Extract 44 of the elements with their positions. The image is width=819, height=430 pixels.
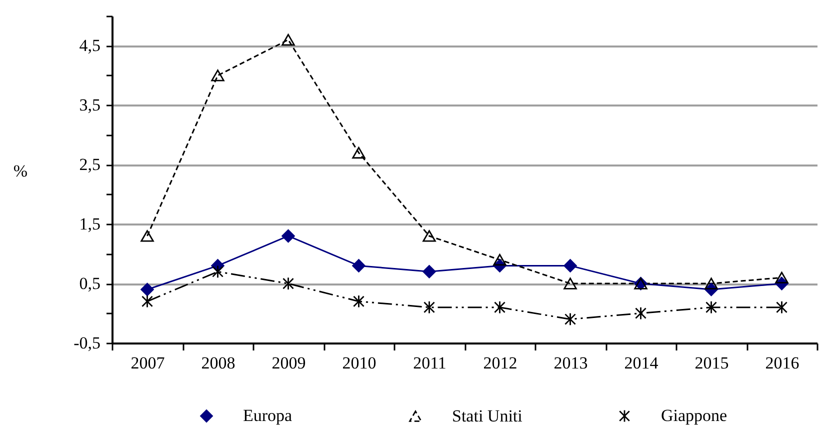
- legend-label: Giappone: [661, 406, 728, 425]
- point: [282, 229, 295, 243]
- point: [352, 146, 366, 159]
- point: [211, 70, 224, 82]
- x-tick-label: 2013: [554, 354, 588, 372]
- point: [564, 259, 577, 272]
- x-tick-label: 2015: [694, 354, 729, 372]
- y-tick-label: -0,5: [74, 334, 100, 352]
- point: [775, 272, 788, 284]
- point: [776, 300, 788, 314]
- point: [706, 300, 717, 314]
- y-axis-title: %: [13, 162, 28, 180]
- x-tick-label: 2010: [342, 354, 376, 372]
- point: [212, 265, 224, 278]
- point: [704, 278, 718, 290]
- y-tick-label: 3,5: [79, 96, 100, 115]
- point: [422, 265, 436, 278]
- legend-label: Europa: [243, 406, 293, 425]
- y-tick-label: 0,5: [79, 274, 100, 294]
- point: [282, 276, 294, 290]
- point: [564, 278, 577, 290]
- point: [282, 34, 295, 46]
- point: [353, 294, 364, 308]
- y-tick-label: 2,5: [79, 155, 100, 174]
- point: [494, 300, 506, 314]
- x-tick-label: 2012: [483, 354, 518, 372]
- x-tick-label: 2014: [624, 354, 659, 372]
- x-tick-label: 2007: [130, 354, 166, 372]
- point: [493, 254, 506, 266]
- point: [142, 294, 153, 308]
- point: [140, 230, 154, 242]
- y-tick-label: 1,5: [79, 214, 100, 234]
- legend-label: Stati Uniti: [452, 406, 523, 426]
- point: [140, 282, 154, 296]
- x-tick-label: 2011: [413, 354, 446, 372]
- point: [352, 259, 366, 272]
- point: [422, 230, 436, 242]
- point: [564, 312, 576, 326]
- x-tick-label: 2008: [201, 354, 236, 372]
- x-tick-label: 2016: [765, 354, 800, 372]
- point: [635, 306, 646, 320]
- point: [424, 300, 435, 314]
- x-tick-label: 2009: [272, 354, 306, 372]
- y-tick-label: 4,5: [79, 36, 100, 56]
